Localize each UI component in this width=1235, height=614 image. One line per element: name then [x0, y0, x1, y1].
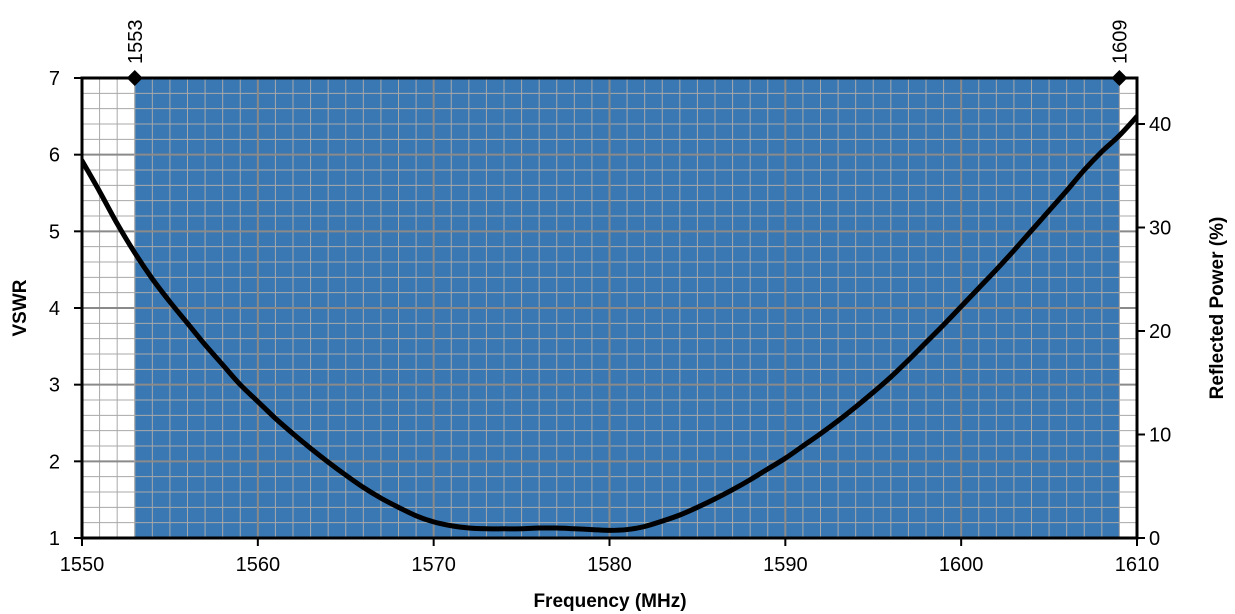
x-tick-label: 1610: [1115, 554, 1160, 576]
y-tick-label: 1: [49, 528, 60, 550]
band-start-label: 1553: [125, 20, 147, 65]
x-tick-label: 1560: [236, 554, 281, 576]
y-tick-label: 7: [49, 68, 60, 90]
grid-layer: [82, 78, 1137, 538]
x-axis-title: Frequency (MHz): [533, 591, 686, 612]
y-tick-label: 6: [49, 145, 60, 167]
y2-axis-title: Reflected Power (%): [1207, 217, 1228, 400]
y-tick-label: 2: [49, 451, 60, 473]
y2-tick-label: 30: [1149, 217, 1171, 239]
labels-layer: 1550 1560 1570 1580 1590 1600 1610 1 2 3 4 5 6 7 0 10 20…: [49, 20, 1171, 577]
x-tick-label: 1600: [939, 554, 984, 576]
band-start-marker: [126, 70, 143, 86]
y2-tick-label: 0: [1149, 528, 1160, 550]
y-tick-label: 3: [49, 375, 60, 397]
x-tick-label: 1570: [411, 554, 456, 576]
x-tick-label: 1580: [587, 554, 632, 576]
y2-tick-label: 40: [1149, 114, 1171, 136]
y-tick-label: 4: [49, 298, 60, 320]
x-tick-label: 1550: [60, 554, 105, 576]
curve-layer: [82, 113, 1137, 533]
band-end-marker: [1111, 70, 1128, 86]
vswr-curve: [82, 113, 1137, 533]
y-tick-label: 5: [49, 221, 60, 243]
band-end-label: 1609: [1109, 20, 1131, 65]
x-tick-label: 1590: [763, 554, 808, 576]
y2-tick-label: 10: [1149, 424, 1171, 446]
ticks-layer: [74, 77, 1145, 546]
y2-tick-label: 20: [1149, 321, 1171, 343]
y-axis-title: VSWR: [10, 279, 31, 336]
